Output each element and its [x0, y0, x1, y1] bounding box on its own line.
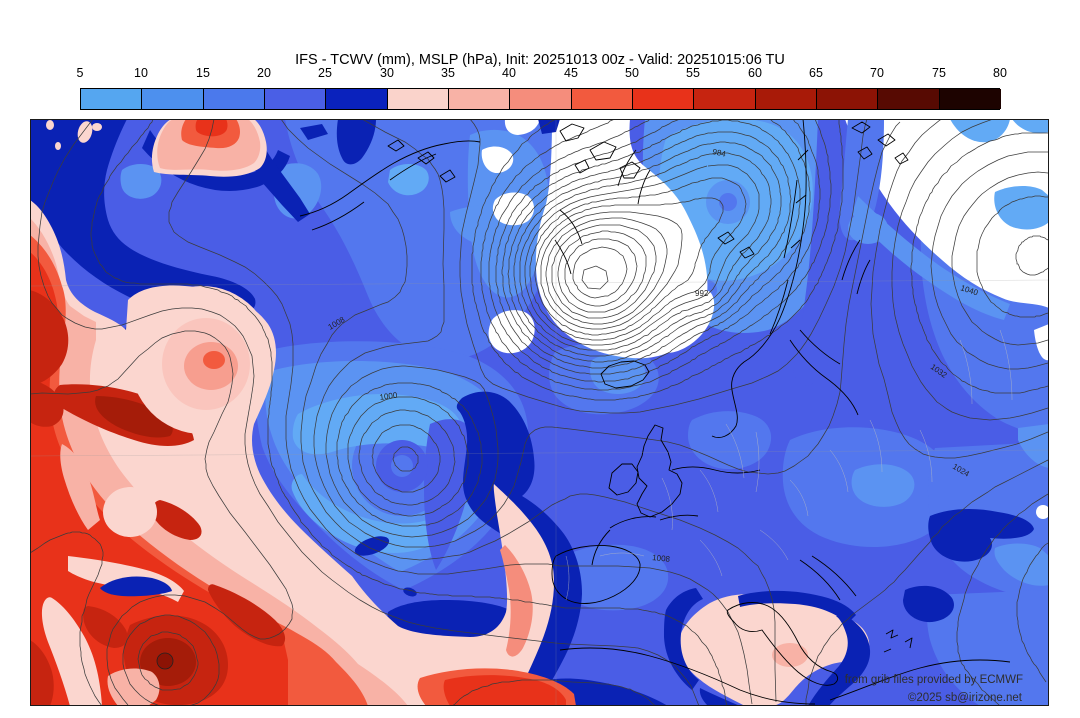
- svg-text:1000: 1000: [379, 391, 398, 402]
- svg-text:992: 992: [695, 289, 709, 298]
- svg-text:1008: 1008: [652, 553, 671, 564]
- svg-text:from grib files provided by EC: from grib files provided by ECMWF: [845, 674, 1023, 686]
- svg-text:984: 984: [712, 147, 727, 159]
- svg-text:©2025 sb@irizone.net: ©2025 sb@irizone.net: [908, 692, 1023, 704]
